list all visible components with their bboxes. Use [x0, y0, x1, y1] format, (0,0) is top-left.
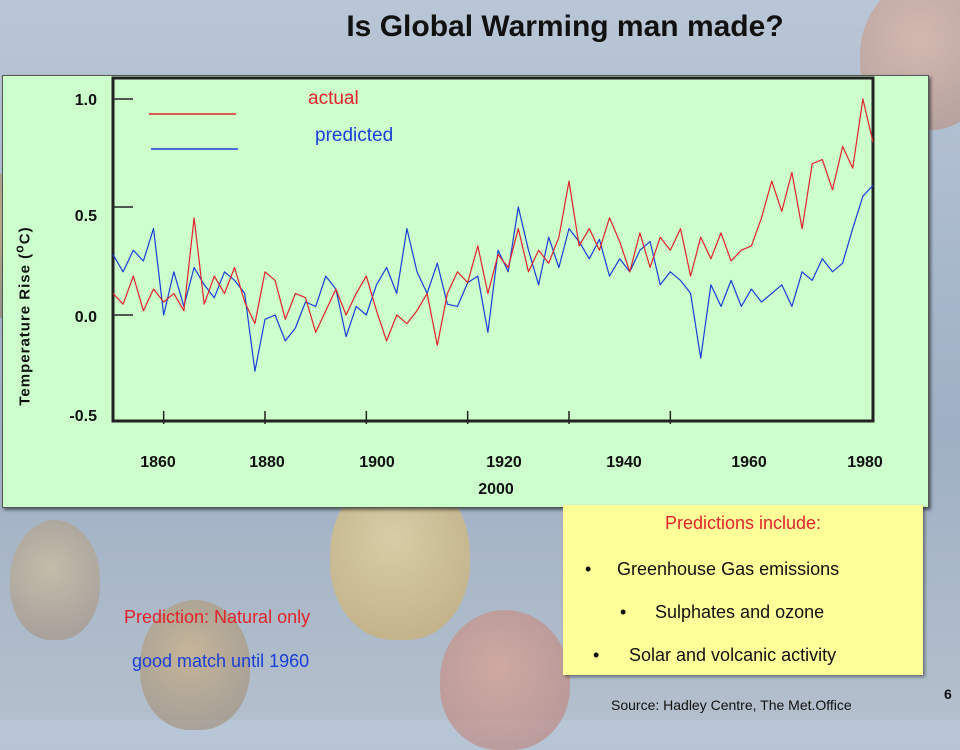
- y-tick-label: -0.5: [69, 408, 97, 425]
- predictions-heading: Predictions include:: [664, 513, 822, 533]
- prediction-item-label: Sulphates and ozone: [655, 602, 825, 622]
- y-axis-title-text: Temperature Rise (oC): [12, 226, 34, 406]
- bullet-icon: •: [593, 645, 600, 665]
- y-tick-label: 0.5: [75, 208, 97, 225]
- x-tick-label-extra: 2000: [478, 481, 514, 498]
- y-tick-label: 0.0: [75, 309, 97, 326]
- legend-predicted-label: predicted: [315, 125, 394, 146]
- source-credit: Source: Hadley Centre, The Met.Office: [611, 697, 852, 713]
- chart-panel: 1.0 0.5 0.0 -0.5 1860 1880 1900 1920 1940 1960 198…: [2, 75, 929, 508]
- x-tick-label: 1880: [249, 454, 285, 471]
- x-tick-label: 1980: [847, 454, 883, 471]
- background-balloon: [140, 600, 250, 730]
- y-tick-label: 1.0: [75, 92, 97, 109]
- x-tick-label: 1940: [606, 454, 642, 471]
- x-tick-label: 1960: [731, 454, 767, 471]
- x-tick-label: 1900: [359, 454, 395, 471]
- x-tick-label: 1860: [140, 454, 176, 471]
- background-balloon: [440, 610, 570, 750]
- x-tick-label: 1920: [486, 454, 522, 471]
- prediction-item-label: Solar and volcanic activity: [629, 645, 837, 665]
- natural-prediction-note: Prediction: Natural only: [124, 607, 311, 627]
- page-number: 6: [944, 686, 952, 702]
- prediction-item-label: Greenhouse Gas emissions: [617, 559, 840, 579]
- plot-frame: [111, 76, 875, 423]
- legend-actual-label: actual: [308, 88, 359, 109]
- temperature-chart: 1.0 0.5 0.0 -0.5 1860 1880 1900 1920 1940 1960 198…: [69, 76, 883, 498]
- bullet-icon: •: [585, 559, 592, 579]
- match-note: good match until 1960: [132, 651, 310, 671]
- bullet-icon: •: [620, 602, 627, 622]
- series-line-predicted: [112, 184, 874, 372]
- series-line-actual: [112, 98, 874, 346]
- predictions-box: Predictions include: • Greenhouse Gas em…: [563, 505, 923, 675]
- background-balloon: [10, 520, 100, 640]
- slide-title: Is Global Warming man made?: [346, 10, 784, 43]
